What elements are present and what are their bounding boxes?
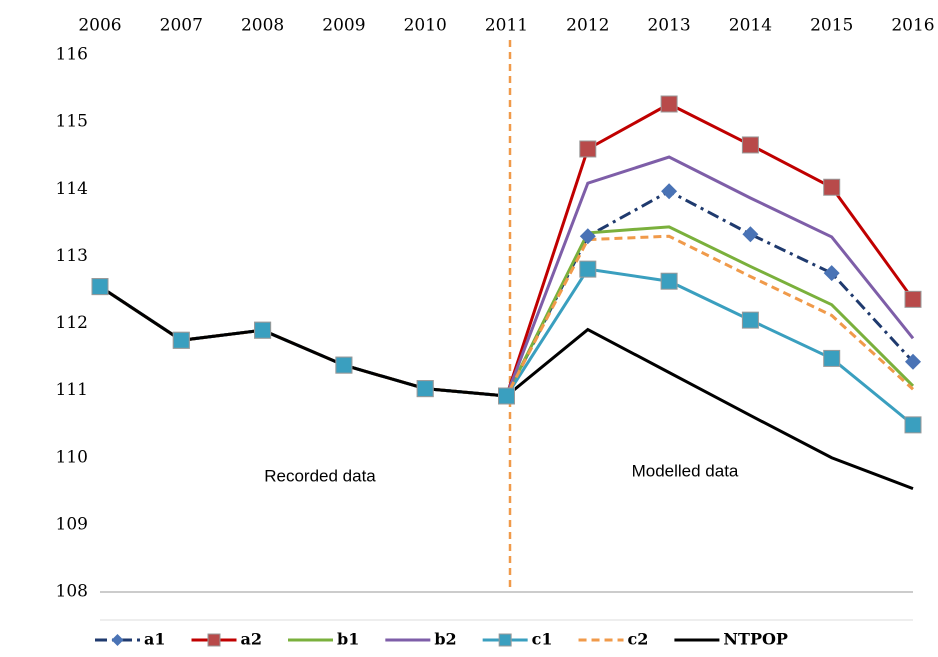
marker [823, 178, 841, 196]
x-tick-label: 2011 [485, 16, 528, 36]
x-tick-label: 2016 [891, 16, 934, 36]
marker [905, 353, 921, 370]
marker [579, 140, 597, 158]
x-tick-label: 2010 [404, 16, 447, 36]
marker [741, 136, 759, 154]
annotation: Modelled data [632, 461, 739, 480]
legend-label: c1 [532, 630, 553, 649]
marker [579, 228, 596, 245]
x-tick-label: 2007 [160, 16, 203, 36]
marker [661, 183, 678, 200]
y-tick-label: 115 [56, 112, 88, 132]
marker [498, 633, 512, 647]
legend-label: NTPOP [723, 630, 788, 649]
series-line [99, 155, 915, 398]
x-tick-label: 2008 [241, 16, 284, 36]
legend-label: b2 [434, 630, 456, 649]
marker [91, 278, 109, 296]
marker [823, 265, 840, 282]
y-tick-label: 112 [56, 313, 88, 333]
legend-label: b1 [337, 630, 359, 649]
annotation: Recorded data [264, 466, 376, 485]
x-tick-label: 2014 [729, 16, 772, 36]
marker [579, 260, 597, 278]
marker [741, 311, 759, 329]
marker [335, 356, 353, 374]
x-tick-label: 2015 [810, 16, 853, 36]
y-tick-label: 111 [56, 380, 88, 400]
marker [904, 290, 922, 308]
y-tick-label: 113 [56, 246, 88, 266]
x-tick-label: 2012 [566, 16, 609, 36]
legend-label: a2 [241, 630, 263, 649]
marker [416, 380, 434, 398]
marker [823, 349, 841, 367]
legend-label: c2 [628, 630, 649, 649]
y-tick-label: 110 [56, 447, 88, 467]
x-tick-label: 2006 [78, 16, 121, 36]
marker [172, 331, 190, 349]
marker [904, 416, 922, 434]
marker [207, 633, 221, 647]
y-tick-label: 109 [56, 514, 88, 534]
marker [660, 95, 678, 113]
series-line [99, 102, 915, 398]
marker [111, 634, 124, 646]
x-tick-label: 2009 [322, 16, 365, 36]
series-line [99, 189, 915, 398]
marker [660, 272, 678, 290]
y-tick-label: 116 [56, 45, 88, 65]
series-line [99, 234, 915, 398]
marker [742, 226, 759, 243]
marker [498, 387, 515, 405]
marker [254, 321, 272, 339]
legend-label: a1 [144, 630, 166, 649]
y-tick-label: 114 [56, 179, 88, 199]
y-tick-label: 108 [56, 582, 88, 602]
x-tick-label: 2013 [647, 16, 690, 36]
